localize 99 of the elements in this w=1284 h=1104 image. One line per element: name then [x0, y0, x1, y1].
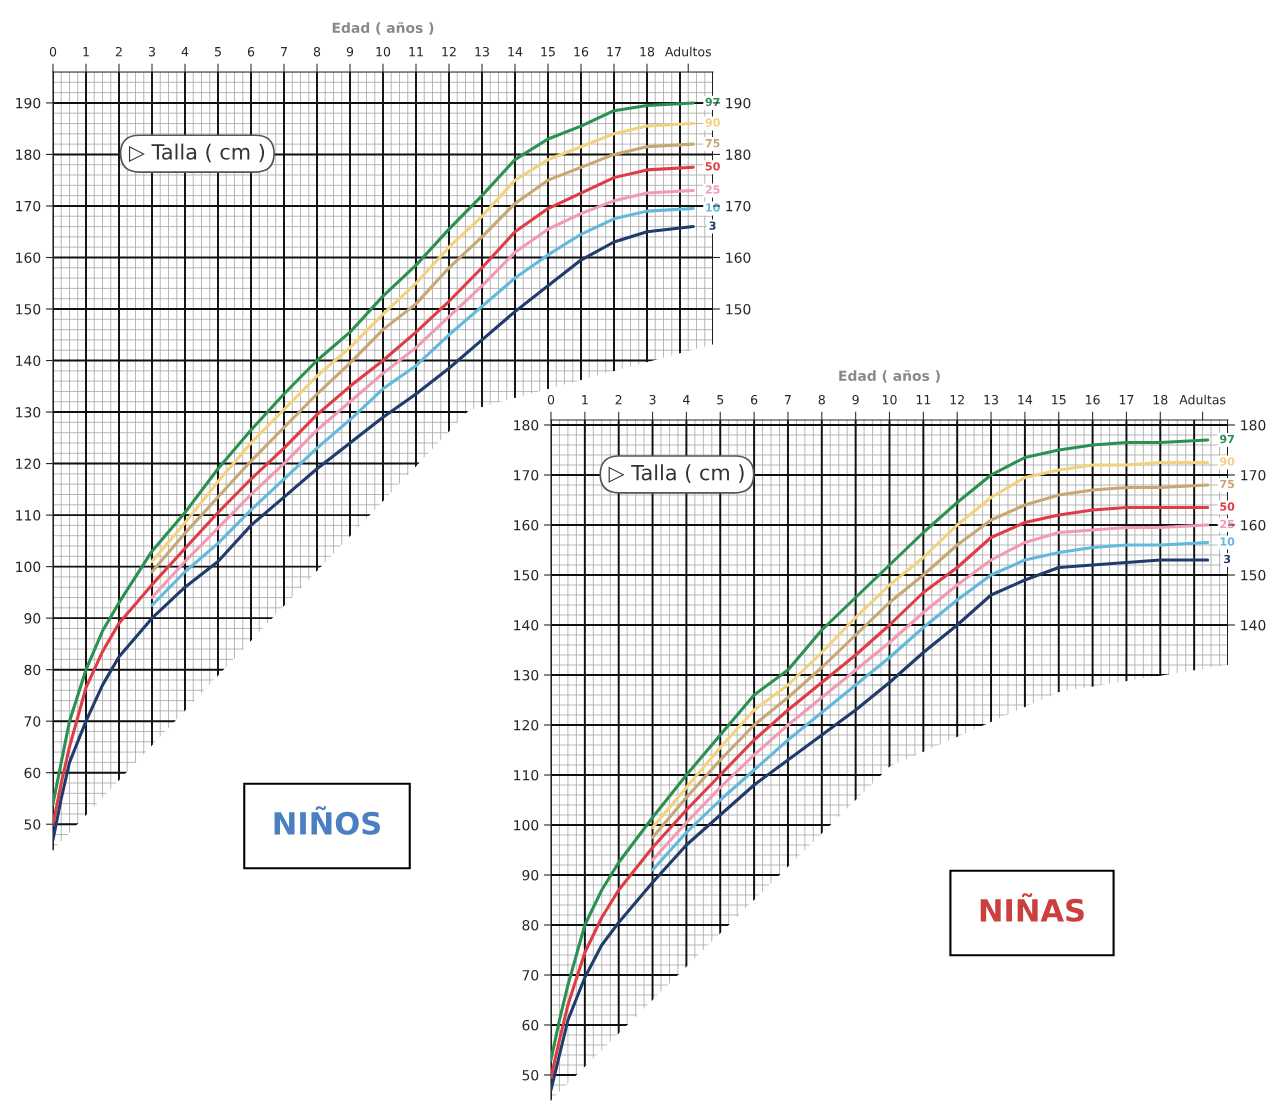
- series-label: 97: [1219, 434, 1234, 444]
- x-tick-label: 12: [950, 394, 964, 405]
- y-tick-label: 150: [16, 303, 41, 315]
- x-tick-label: 13: [475, 46, 489, 57]
- y-tick-label: 170: [514, 469, 539, 481]
- y-tick-label: 190: [16, 97, 41, 109]
- y2-tick-label: 180: [1241, 419, 1266, 431]
- x-tick-label: 4: [683, 395, 690, 405]
- x-tick-label: 11: [409, 47, 423, 57]
- y-tick-label: 140: [16, 355, 41, 366]
- x-tick-label: 1: [83, 47, 89, 57]
- text: NIÑAS: [980, 893, 1084, 922]
- series-label: 3: [1224, 554, 1231, 564]
- y2-tick-label: 190: [726, 97, 751, 109]
- y-tick-label: 60: [24, 767, 41, 779]
- series-label: 10: [1220, 537, 1235, 546]
- x-tick-label: 0: [49, 46, 57, 57]
- x-tick-label: 7: [281, 47, 287, 57]
- y-tick-label: 50: [24, 819, 41, 830]
- y-tick-label: 180: [514, 419, 539, 431]
- y2-tick-label: 180: [726, 149, 751, 160]
- x-tick-label: 9: [852, 394, 859, 405]
- y-tick-label: 70: [24, 716, 41, 727]
- x-tick-label: 5: [214, 47, 221, 57]
- series-label: 25: [1220, 519, 1235, 529]
- y2-tick-label: 160: [1241, 519, 1266, 531]
- x-tick-label: 3: [148, 46, 155, 57]
- x-tick-label: 8: [818, 394, 825, 405]
- x-tick-label: 2: [615, 394, 622, 405]
- x-tick-label: 17: [1119, 395, 1134, 405]
- y-tick-label: 80: [522, 919, 539, 931]
- x-tick-label: 12: [442, 46, 456, 57]
- y-tick-label: 50: [522, 1069, 539, 1081]
- y2-tick-label: 170: [1241, 469, 1266, 481]
- x-tick-label: 7: [785, 395, 791, 405]
- y-axis-title: ▷ Talla ( cm ): [608, 464, 744, 483]
- y-tick-label: 160: [16, 252, 41, 263]
- x-tick-label: 2: [115, 46, 122, 57]
- y-tick-label: 120: [16, 458, 41, 470]
- x-tick-label: 18: [640, 46, 655, 57]
- x-tick-label: 18: [1153, 394, 1168, 405]
- y-tick-label: 90: [522, 869, 539, 881]
- x-tick-label: 0: [547, 394, 555, 405]
- y2-tick-label: 150: [1241, 569, 1266, 581]
- x-tick-label: 6: [247, 46, 255, 57]
- x-tick-label: 14: [1018, 395, 1033, 405]
- x-tick-label: 15: [541, 47, 555, 57]
- x-tick-label: 16: [574, 46, 589, 57]
- y2-tick-label: 160: [726, 252, 751, 263]
- y-tick-label: 100: [514, 819, 539, 831]
- x-tick-label: 11: [916, 395, 931, 405]
- x-tick-label: 10: [376, 46, 391, 57]
- series-label: 75: [705, 139, 720, 148]
- y-tick-label: 100: [16, 561, 41, 573]
- x-tick-label: 15: [1052, 395, 1066, 405]
- y-tick-label: 130: [16, 407, 41, 418]
- series-label: 90: [705, 118, 720, 127]
- series-label: 3: [709, 221, 716, 230]
- series-label: 97: [705, 97, 720, 107]
- y-tick-label: 130: [514, 669, 539, 681]
- y-tick-label: 160: [514, 519, 539, 531]
- x-axis-title: Edad ( años ): [839, 370, 940, 383]
- x-tick-label: 10: [882, 394, 897, 405]
- y2-tick-label: 170: [726, 200, 751, 212]
- x-tick-label: Adultos: [664, 46, 711, 57]
- y-tick-label: 150: [514, 569, 539, 581]
- text: NIÑOS: [274, 806, 381, 835]
- y-tick-label: 140: [514, 619, 539, 631]
- y-tick-label: 90: [24, 613, 41, 624]
- x-tick-label: 16: [1086, 394, 1100, 405]
- series-label: 90: [1219, 457, 1235, 466]
- y-tick-label: 170: [16, 200, 41, 212]
- series-label: 50: [1220, 502, 1235, 511]
- series-label: 25: [705, 185, 720, 194]
- y-tick-label: 110: [514, 769, 539, 781]
- x-tick-label: 4: [181, 47, 189, 57]
- y-tick-label: 120: [514, 719, 539, 731]
- x-tick-label: 5: [717, 395, 724, 405]
- y2-tick-label: 150: [726, 303, 751, 315]
- x-tick-label: 13: [984, 394, 998, 405]
- series-label: 10: [706, 203, 720, 212]
- x-tick-label: 3: [649, 394, 656, 405]
- y-tick-label: 70: [522, 969, 539, 981]
- y-tick-label: 180: [16, 149, 41, 160]
- series-label: 75: [1220, 479, 1235, 489]
- x-tick-label: 6: [751, 394, 758, 405]
- x-axis-title: Edad ( años ): [332, 22, 434, 35]
- x-tick-label: 8: [313, 46, 321, 57]
- x-tick-label: 17: [607, 47, 621, 57]
- y-tick-label: 110: [16, 510, 41, 521]
- x-tick-label: 14: [508, 47, 523, 57]
- x-tick-label: 1: [582, 395, 588, 405]
- y-tick-label: 60: [522, 1019, 539, 1031]
- x-tick-label: Adultas: [1179, 394, 1226, 405]
- y2-tick-label: 140: [1241, 619, 1266, 631]
- y-tick-label: 80: [24, 664, 41, 676]
- series-label: 50: [705, 162, 720, 171]
- y-axis-title: ▷ Talla ( cm ): [128, 143, 265, 163]
- x-tick-label: 9: [346, 46, 354, 57]
